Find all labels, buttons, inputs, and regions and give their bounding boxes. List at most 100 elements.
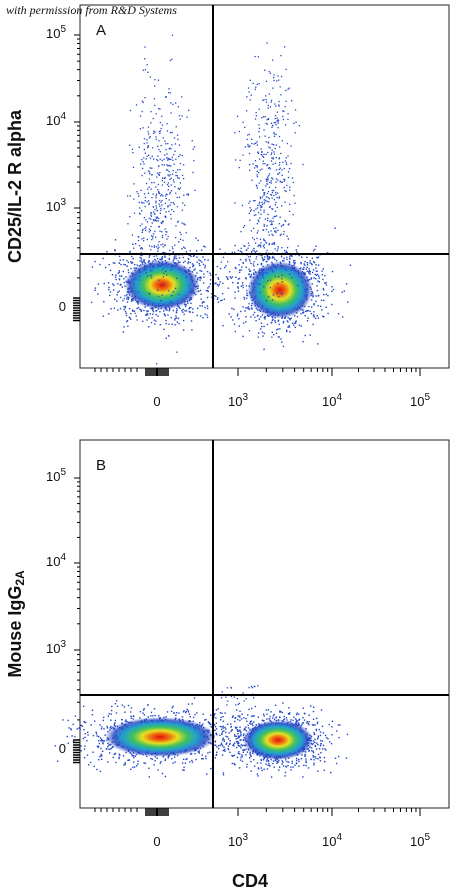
- event-dot: [124, 264, 127, 266]
- event-dot: [150, 715, 152, 717]
- event-dot: [151, 758, 154, 760]
- event-dot: [113, 284, 115, 286]
- event-dot: [337, 724, 340, 726]
- event-dot: [252, 163, 254, 165]
- event-dot: [133, 198, 135, 200]
- event-dot: [143, 148, 145, 151]
- event-dot: [168, 88, 170, 90]
- event-dot: [170, 710, 173, 712]
- event-dot: [159, 205, 161, 207]
- event-dot: [259, 217, 261, 219]
- event-dot: [171, 173, 174, 175]
- event-dot: [150, 322, 153, 324]
- event-dot: [134, 243, 137, 245]
- event-dot: [178, 115, 181, 117]
- event-dot: [139, 225, 141, 227]
- event-dot: [177, 138, 179, 141]
- event-dot: [312, 756, 314, 758]
- event-dot: [109, 291, 112, 293]
- event-dot: [148, 228, 151, 230]
- event-dot: [266, 713, 268, 715]
- event-dot: [317, 736, 319, 739]
- event-dot: [248, 212, 250, 215]
- event-dot: [237, 735, 240, 737]
- event-dot: [207, 259, 209, 261]
- event-dot: [147, 145, 149, 147]
- event-dot: [221, 733, 223, 736]
- event-dot: [322, 268, 324, 270]
- event-dot: [179, 238, 182, 240]
- event-dot: [195, 237, 197, 239]
- tick-label: 104: [46, 111, 66, 129]
- event-dot: [242, 262, 244, 265]
- event-dot: [314, 248, 316, 251]
- event-dot: [272, 252, 274, 254]
- event-dot: [305, 760, 307, 762]
- event-dot: [289, 319, 291, 321]
- event-dot: [334, 757, 337, 759]
- event-dot: [196, 261, 198, 263]
- event-dot: [256, 223, 258, 225]
- event-dot: [110, 747, 113, 749]
- event-dot: [155, 205, 157, 207]
- event-dot: [273, 151, 275, 153]
- event-dot: [210, 714, 212, 716]
- event-dot: [146, 275, 149, 277]
- event-dot: [261, 196, 263, 198]
- event-dot: [131, 234, 134, 236]
- event-dot: [278, 296, 280, 298]
- event-dot: [127, 271, 130, 274]
- tick-label: 105: [410, 832, 430, 850]
- event-dot: [238, 166, 240, 169]
- event-dot: [316, 289, 319, 292]
- event-dot: [305, 310, 307, 313]
- event-dot: [165, 211, 167, 213]
- event-dot: [189, 761, 191, 763]
- event-dot: [183, 223, 185, 225]
- event-dot: [216, 265, 219, 268]
- event-dot: [273, 135, 276, 137]
- event-dot: [254, 705, 257, 708]
- event-dot: [236, 742, 239, 745]
- event-dot: [160, 222, 162, 224]
- event-dot: [320, 739, 322, 742]
- event-dot: [273, 132, 275, 134]
- event-dot: [166, 309, 168, 311]
- event-dot: [119, 275, 121, 277]
- event-dot: [222, 727, 225, 729]
- event-dot: [157, 189, 159, 191]
- event-dot: [167, 159, 169, 161]
- event-dot: [190, 753, 192, 755]
- event-dot: [332, 288, 335, 291]
- event-dot: [142, 127, 144, 129]
- event-dot: [318, 748, 321, 750]
- event-dot: [125, 312, 127, 314]
- event-dot: [269, 181, 271, 183]
- event-dot: [274, 321, 277, 324]
- event-dot: [155, 138, 157, 140]
- event-dot: [253, 715, 255, 717]
- event-dot: [273, 766, 275, 768]
- event-dot: [202, 723, 204, 725]
- event-dot: [262, 245, 265, 247]
- event-dot: [274, 210, 277, 212]
- event-dot: [255, 320, 257, 322]
- event-dot: [243, 298, 246, 300]
- event-dot: [246, 766, 248, 768]
- event-dot: [312, 293, 314, 295]
- event-dot: [162, 268, 164, 270]
- event-dot: [312, 323, 314, 326]
- event-dot: [267, 764, 269, 766]
- event-dot: [143, 142, 145, 145]
- event-dot: [153, 220, 155, 222]
- event-dot: [170, 269, 172, 271]
- event-dot: [281, 169, 283, 171]
- event-dot: [309, 334, 311, 336]
- event-dot: [282, 320, 285, 323]
- event-dot: [257, 204, 259, 206]
- event-dot: [70, 729, 72, 731]
- event-dot: [141, 174, 143, 177]
- event-dot: [158, 130, 160, 133]
- event-dot: [259, 158, 261, 160]
- event-dot: [312, 754, 314, 757]
